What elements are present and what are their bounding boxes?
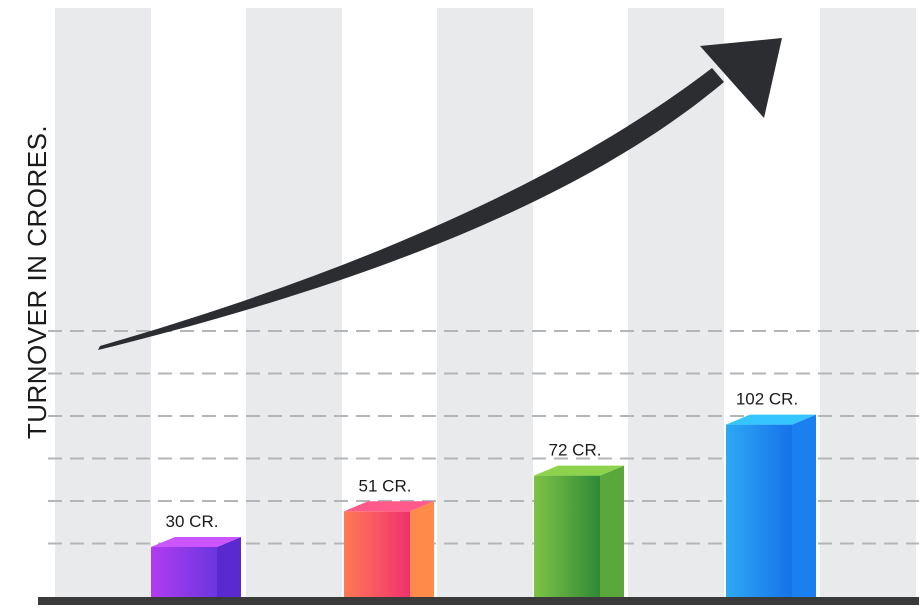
bar [151,537,241,598]
bar-front [344,511,410,598]
trend-arrow [98,38,782,350]
column-band [820,8,916,600]
data-label: 51 CR. [359,476,412,495]
bar [344,501,434,598]
bar-top [151,537,241,547]
bar-front [726,424,792,598]
bar [534,465,624,598]
bar-side [217,537,241,598]
y-axis-label: TURNOVER IN CRORES. [22,125,52,439]
bar-top [534,465,624,476]
column-band [55,8,151,600]
bar-side [792,414,816,598]
column-band [437,8,533,600]
bar-side [410,501,434,598]
bar-side [600,465,624,598]
bars [151,414,816,598]
bar-front [151,547,217,598]
data-label: 102 CR. [736,390,798,409]
data-labels: 30 CR. 51 CR. 72 CR. 102 CR. [166,390,799,531]
bar-top [344,501,434,512]
trend-arrow-head [700,38,782,118]
data-label: 30 CR. [166,512,219,531]
bar-top [726,414,816,425]
bar-front [534,475,600,598]
data-label: 72 CR. [549,441,602,460]
bar [726,414,816,598]
